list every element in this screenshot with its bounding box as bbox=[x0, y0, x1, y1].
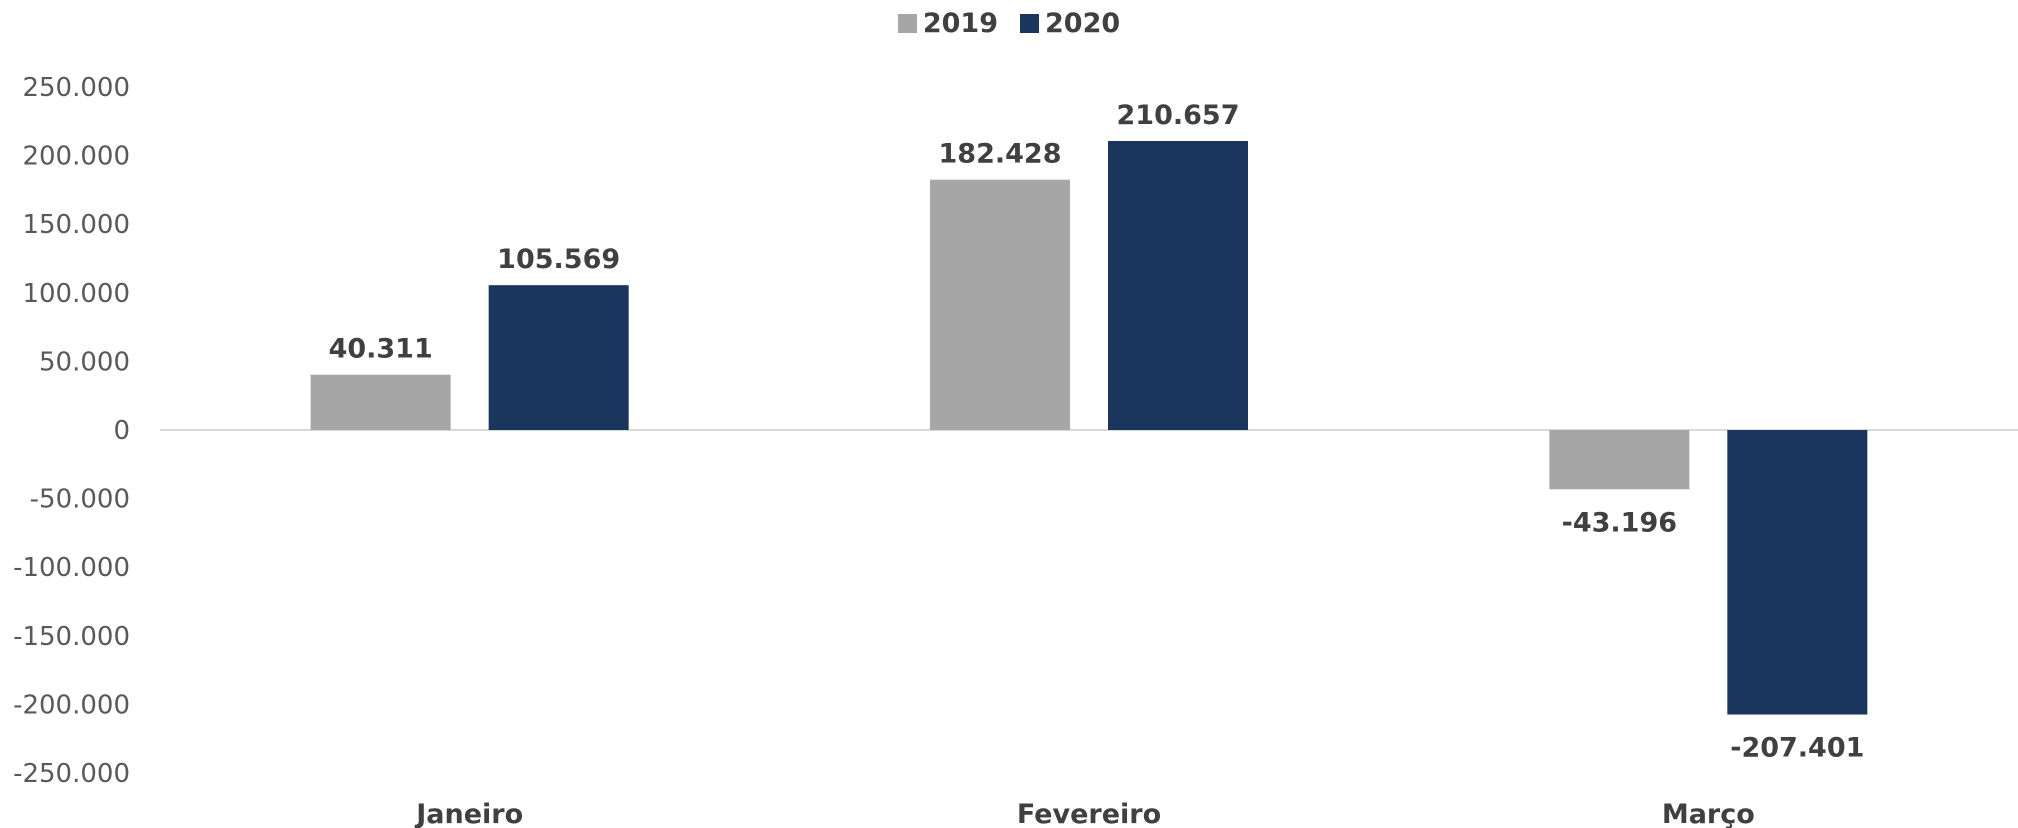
y-tick-label: 150.000 bbox=[22, 210, 130, 240]
data-label: -43.196 bbox=[1562, 507, 1677, 538]
y-tick-label: -150.000 bbox=[13, 622, 130, 652]
x-category-label: Março bbox=[1662, 799, 1755, 828]
x-category-label: Fevereiro bbox=[1017, 799, 1161, 828]
bar-2019-janeiro bbox=[310, 374, 451, 430]
y-tick-label: 100.000 bbox=[22, 279, 130, 309]
y-tick-label: -50.000 bbox=[30, 485, 130, 515]
legend-label-2019: 2019 bbox=[922, 8, 998, 39]
bar-2020-fevereiro bbox=[1108, 140, 1248, 431]
data-label: 40.311 bbox=[329, 334, 433, 365]
bar-2020-janeiro bbox=[488, 285, 629, 430]
legend: 2019 2020 bbox=[0, 8, 2018, 39]
legend-label-2020: 2020 bbox=[1045, 8, 1121, 39]
data-label: 105.569 bbox=[497, 244, 620, 275]
y-tick-label: -200.000 bbox=[13, 690, 130, 720]
y-tick-label: -100.000 bbox=[13, 553, 130, 583]
legend-swatch-2019 bbox=[897, 14, 917, 33]
legend-swatch-2020 bbox=[1020, 14, 1039, 33]
bar-2020-março bbox=[1727, 430, 1868, 715]
y-tick-label: 200.000 bbox=[22, 142, 130, 172]
y-tick-label: 50.000 bbox=[39, 347, 130, 377]
legend-item-2020: 2020 bbox=[1020, 8, 1120, 39]
data-label: 210.657 bbox=[1117, 100, 1240, 131]
x-category-label: Janeiro bbox=[414, 799, 523, 828]
bar-2019-março bbox=[1549, 430, 1690, 490]
data-label: 182.428 bbox=[939, 139, 1062, 170]
y-tick-label: 250.000 bbox=[22, 73, 130, 103]
legend-item-2019: 2019 bbox=[897, 8, 998, 39]
data-label: -207.401 bbox=[1730, 733, 1864, 764]
bar-2019-fevereiro bbox=[930, 179, 1070, 430]
y-tick-label: -250.000 bbox=[13, 759, 130, 789]
y-tick-label: 0 bbox=[113, 416, 130, 446]
